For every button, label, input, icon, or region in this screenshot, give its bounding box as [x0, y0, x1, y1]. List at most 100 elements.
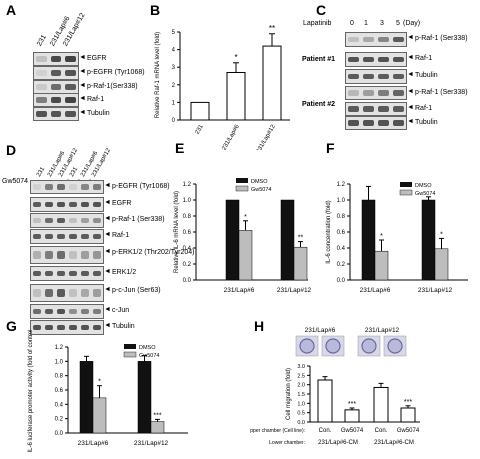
blot-d-row-band: [45, 270, 53, 277]
legend-swatch-gw5074: [399, 189, 413, 196]
blot-c1-row-band: [348, 73, 359, 80]
y-tick-label: 1.0: [337, 198, 346, 204]
blot-d-row-band: [93, 308, 101, 315]
blot-d-row-band: [33, 233, 41, 240]
arrow-icon: ◄: [104, 231, 111, 238]
legend-swatch-gw5074: [235, 185, 249, 192]
y-tick-label: 0.8: [55, 374, 64, 380]
arrow-icon: ◄: [104, 199, 111, 206]
blot-d-row-band: [81, 201, 89, 208]
blot-d-row: [30, 320, 104, 335]
x-group-label: 231/Lap#12: [277, 287, 312, 294]
blot-d-row-band: [69, 201, 77, 208]
significance-star: ***: [404, 399, 412, 406]
arrow-icon: ◄: [407, 71, 414, 78]
bar-dmso: [280, 199, 295, 281]
blot-a-row-band: [50, 70, 62, 76]
blot-c2-row-band: [378, 90, 389, 96]
arrow-icon: ◄: [79, 95, 86, 102]
migration-well: [299, 338, 315, 354]
band-label: Raf-1: [415, 105, 433, 112]
x-tick-label: Gw5074: [341, 428, 364, 434]
y-tick-label: 0.5: [297, 411, 305, 417]
blot-d-row-band: [57, 184, 65, 190]
band-label: Raf-1: [415, 55, 433, 62]
blot-d-row-band: [57, 308, 65, 315]
x-tick-label: Con.: [319, 428, 332, 434]
blot-d-row-band: [33, 289, 41, 297]
blot-a-row-band: [65, 56, 76, 62]
significance-star: *: [440, 231, 443, 238]
blot-d-row-band: [57, 201, 65, 208]
blot-a-row-band: [36, 56, 47, 62]
legend-swatch-dmso: [124, 344, 136, 349]
bar-dmso: [137, 361, 152, 434]
y-axis-label: IL-6 luciferase promoter activity (fold …: [28, 330, 34, 453]
gw-label: Gw5074: [2, 178, 29, 185]
y-tick-label: 0.0: [297, 420, 305, 426]
significance-star: **: [269, 24, 275, 33]
x-tick-label: Gw5074: [397, 428, 420, 434]
blot-d-row-band: [57, 270, 65, 277]
blot-c1-row: [345, 69, 407, 84]
blot-c2-row-band: [378, 120, 389, 126]
bar: [400, 407, 416, 423]
x-tick-label: 231/Lap#12: [256, 123, 277, 150]
significance-star: *: [244, 214, 247, 221]
treatment-label: Lapatinib: [303, 20, 332, 27]
y-tick-label: 0.6: [183, 230, 192, 236]
band-label: p-EGFR (Tyr1068): [112, 183, 170, 190]
arrow-icon: ◄: [79, 54, 86, 61]
y-axis-label: Cell migration (fold): [286, 368, 292, 420]
bar-dmso: [79, 361, 94, 434]
lane-label: 231: [69, 166, 80, 178]
blot-d-row-band: [45, 184, 53, 190]
blot-d-row-band: [45, 308, 53, 315]
band-label: p-c-Jun (Ser63): [112, 287, 161, 294]
panel-label-e: E: [175, 140, 185, 156]
bar-dmso: [225, 199, 240, 281]
blot-c1-row-band: [393, 73, 404, 80]
y-tick-label: 2: [172, 83, 176, 89]
bar: [262, 45, 282, 121]
blot-d-row: [30, 246, 104, 264]
blot-d-row-band: [93, 251, 101, 259]
blot-d-row-band: [33, 308, 41, 315]
blot-d-row-band: [69, 270, 77, 277]
blot-c1-row: [345, 52, 407, 67]
blot-c2-row-band: [393, 106, 404, 112]
bar-gw5074: [293, 246, 308, 281]
y-tick-label: 0.2: [183, 262, 192, 268]
bar: [190, 101, 210, 121]
blot-c2-row-band: [393, 120, 404, 126]
day-label: 5: [396, 20, 400, 27]
y-tick-label: 1.5: [297, 392, 305, 398]
band-label: c-Jun: [112, 307, 130, 314]
arrow-icon: ◄: [79, 109, 86, 116]
y-tick-label: 0: [172, 118, 176, 124]
band-label: Raf-1: [87, 96, 105, 103]
x-group-label: 231/Lap#6: [224, 287, 255, 294]
y-tick-label: 1.0: [183, 198, 192, 204]
blot-d-row-band: [69, 184, 77, 190]
significance-star: ***: [348, 401, 356, 408]
legend-swatch-dmso: [400, 182, 412, 187]
arrow-icon: ◄: [407, 104, 414, 111]
blot-d-row-band: [93, 270, 101, 277]
band-label: ERK1/2: [112, 269, 137, 276]
x-tick-label: 231: [195, 123, 206, 135]
blot-c2-row-band: [363, 90, 374, 96]
blot-d-row-band: [57, 217, 65, 224]
blot-a-row-band: [36, 97, 47, 103]
x-tick-label: Con.: [375, 428, 388, 434]
y-tick-label: 3.0: [297, 364, 305, 370]
patient2-label: Patient #2: [302, 101, 336, 108]
y-tick-label: 4: [172, 48, 176, 54]
legend-swatch-dmso: [236, 178, 248, 183]
y-tick-label: 0.4: [337, 246, 346, 252]
blot-d-row: [30, 180, 104, 194]
blot-d-row-band: [81, 233, 89, 240]
blot-a-row-band: [36, 70, 47, 76]
bar-gw5074: [238, 230, 253, 281]
bar-dmso: [421, 199, 436, 281]
